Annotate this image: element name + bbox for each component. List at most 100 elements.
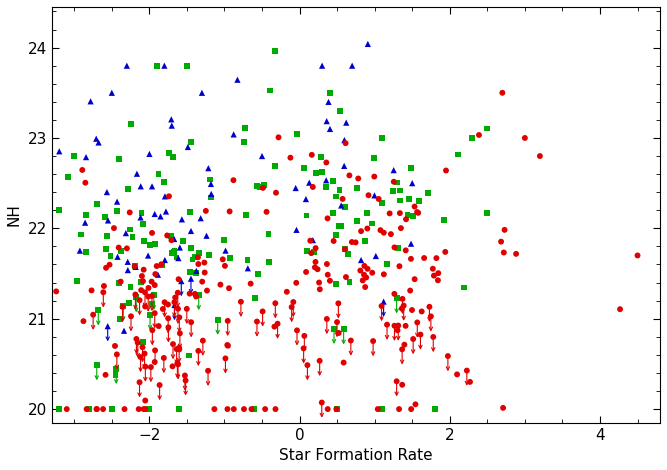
Point <box>353 175 364 182</box>
Point <box>269 323 279 330</box>
Point <box>91 135 101 142</box>
Point <box>166 250 177 257</box>
Point <box>342 251 353 258</box>
Point <box>459 284 470 291</box>
Point <box>367 219 378 227</box>
Point <box>185 227 196 235</box>
Point <box>134 378 145 386</box>
Point <box>81 405 92 413</box>
Point <box>201 232 212 240</box>
Point <box>304 179 315 187</box>
Point <box>273 133 284 141</box>
Point <box>137 220 148 228</box>
Point <box>270 405 281 413</box>
Point <box>112 253 123 260</box>
Point <box>397 345 408 353</box>
Point <box>372 405 383 413</box>
Point <box>290 184 301 192</box>
Point <box>286 303 297 311</box>
Point <box>145 311 155 319</box>
Point <box>376 302 387 310</box>
Point <box>496 238 506 245</box>
Point <box>416 308 427 315</box>
Point <box>191 267 201 274</box>
Point <box>86 287 97 294</box>
Point <box>330 280 341 288</box>
Point <box>327 209 338 217</box>
Point <box>408 335 418 343</box>
Point <box>119 327 129 335</box>
Point <box>323 98 334 106</box>
Point <box>220 355 231 362</box>
Point <box>291 226 302 234</box>
Point <box>315 153 326 161</box>
Point <box>239 138 249 146</box>
Point <box>222 341 233 349</box>
Point <box>336 222 346 229</box>
Point <box>328 237 339 245</box>
Point <box>169 235 179 243</box>
Point <box>173 289 183 297</box>
Point <box>209 405 219 413</box>
Point <box>149 291 159 298</box>
Point <box>149 309 160 317</box>
Point <box>146 278 157 285</box>
Point <box>330 193 341 200</box>
Point <box>433 276 444 284</box>
Point <box>212 316 223 323</box>
Point <box>317 168 327 176</box>
Point <box>322 215 333 222</box>
Point <box>150 270 161 278</box>
Point <box>328 177 339 185</box>
Point <box>307 183 318 191</box>
Point <box>499 226 510 234</box>
Point <box>54 405 65 413</box>
Point <box>263 230 274 238</box>
Point <box>389 322 400 329</box>
Point <box>143 252 153 259</box>
Point <box>360 237 371 245</box>
Point <box>119 405 130 413</box>
Point <box>453 151 464 158</box>
Point <box>414 197 424 204</box>
Point <box>394 187 405 194</box>
Point <box>270 47 281 55</box>
Point <box>107 405 117 413</box>
Point <box>144 405 155 413</box>
Point <box>314 357 325 365</box>
Point <box>362 225 373 232</box>
Point <box>185 208 195 216</box>
Point <box>393 322 404 329</box>
Point <box>301 248 312 255</box>
Point <box>410 275 420 283</box>
Point <box>109 224 119 232</box>
Point <box>121 62 132 70</box>
Point <box>80 179 91 187</box>
Point <box>161 208 171 215</box>
Point <box>205 194 216 201</box>
Point <box>80 219 91 227</box>
Point <box>288 298 299 306</box>
Point <box>352 217 362 225</box>
Point <box>159 193 170 200</box>
Point <box>397 381 408 389</box>
Point <box>241 211 251 219</box>
Point <box>242 256 253 263</box>
Point <box>331 231 342 239</box>
Point <box>147 182 157 190</box>
Point <box>340 245 350 253</box>
Point <box>388 178 399 186</box>
Point <box>301 268 311 276</box>
Point <box>140 363 151 370</box>
Point <box>98 289 109 296</box>
Point <box>143 293 153 300</box>
Point <box>264 87 275 94</box>
Point <box>359 262 370 270</box>
Point <box>101 188 112 196</box>
Point <box>429 272 440 279</box>
Point <box>159 256 170 264</box>
Point <box>137 344 148 351</box>
Point <box>149 358 160 366</box>
Point <box>249 405 260 413</box>
Point <box>69 152 79 160</box>
